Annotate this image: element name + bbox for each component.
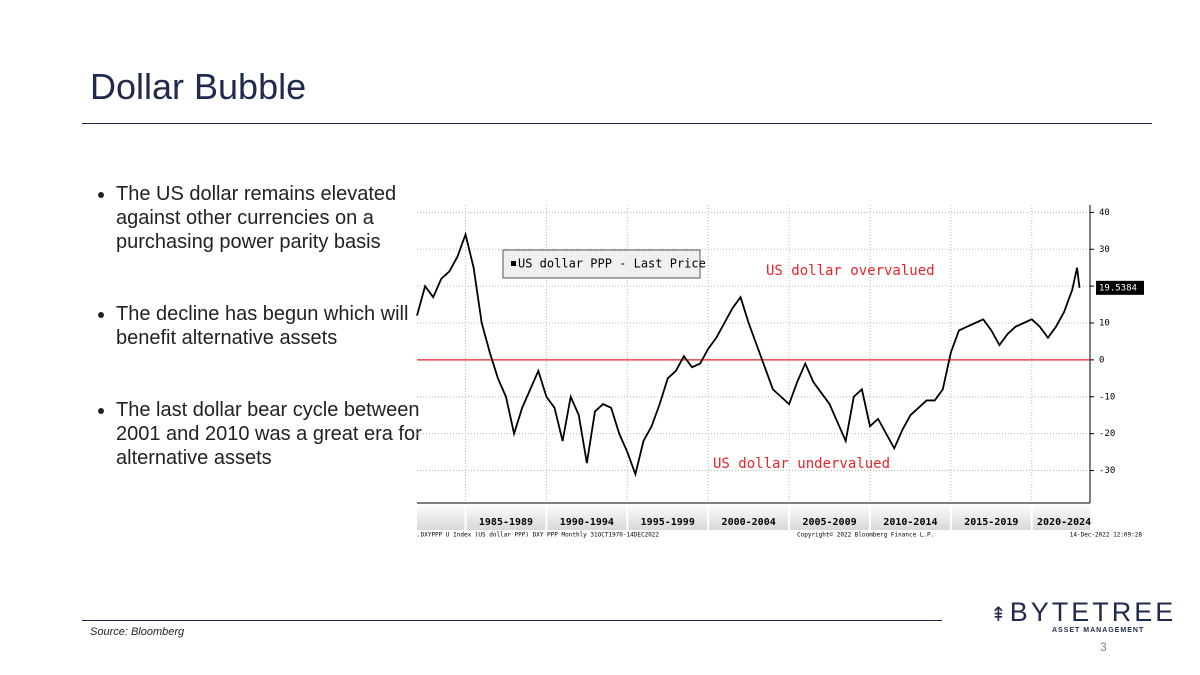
x-tick-label: 2000-2004 bbox=[722, 517, 776, 528]
annotation: US dollar overvalued bbox=[766, 263, 935, 279]
y-tick-label: 10 bbox=[1099, 319, 1110, 329]
data-line bbox=[416, 231, 1081, 478]
x-tick-label: 1985-1989 bbox=[479, 517, 533, 528]
y-tick-label: 0 bbox=[1099, 355, 1104, 365]
x-tick-label: 1995-1999 bbox=[641, 517, 695, 528]
footer-rule bbox=[82, 620, 942, 621]
bullet-list: The US dollar remains elevated against o… bbox=[86, 182, 426, 518]
last-value-tag bbox=[1096, 280, 1144, 295]
annotation: US dollar undervalued bbox=[713, 456, 890, 472]
logo-text: BYTETREE bbox=[1009, 597, 1177, 627]
y-tick-label: 30 bbox=[1099, 245, 1110, 255]
source: Source: Bloomberg bbox=[90, 626, 185, 638]
bullet: The decline has begun which will benefit… bbox=[116, 302, 426, 350]
x-tick-label: 2015-2019 bbox=[964, 517, 1018, 528]
last-value-label: 19.5384 bbox=[1099, 283, 1137, 293]
bullet: The US dollar remains elevated against o… bbox=[116, 182, 426, 254]
title-rule bbox=[82, 123, 1152, 124]
logo-icon: ⇞ bbox=[990, 604, 1010, 626]
chart-footer: .DXYPPP U Index (US dollar PPP) DXY PPP … bbox=[417, 532, 659, 539]
y-tick-label: -20 bbox=[1099, 429, 1115, 439]
x-tick-label: 1990-1994 bbox=[560, 517, 614, 528]
y-tick-label: 40 bbox=[1099, 208, 1110, 218]
x-tick-label: 2005-2009 bbox=[802, 517, 856, 528]
logo: ⇞BYTETREE bbox=[990, 597, 1176, 628]
x-tick-label: 2020-2024 bbox=[1037, 517, 1091, 528]
legend-box bbox=[502, 249, 701, 279]
legend-label: US dollar PPP - Last Price bbox=[518, 257, 706, 271]
x-tick-label: 2010-2014 bbox=[883, 517, 937, 528]
page-number: 3 bbox=[1100, 640, 1107, 654]
y-tick-label: -10 bbox=[1099, 392, 1115, 402]
bullet: The last dollar bear cycle between 2001 … bbox=[116, 398, 426, 470]
y-tick-label: -30 bbox=[1099, 466, 1115, 476]
x-axis-band bbox=[417, 503, 1090, 530]
chart-footer: Copyright© 2022 Bloomberg Finance L.P. bbox=[797, 532, 934, 539]
slide-title: Dollar Bubble bbox=[90, 66, 307, 107]
legend-swatch bbox=[511, 261, 516, 266]
logo-subtitle: ASSET MANAGEMENT bbox=[1052, 627, 1145, 634]
chart-footer: 14-Dec-2022 12:09:28 bbox=[1070, 532, 1143, 539]
